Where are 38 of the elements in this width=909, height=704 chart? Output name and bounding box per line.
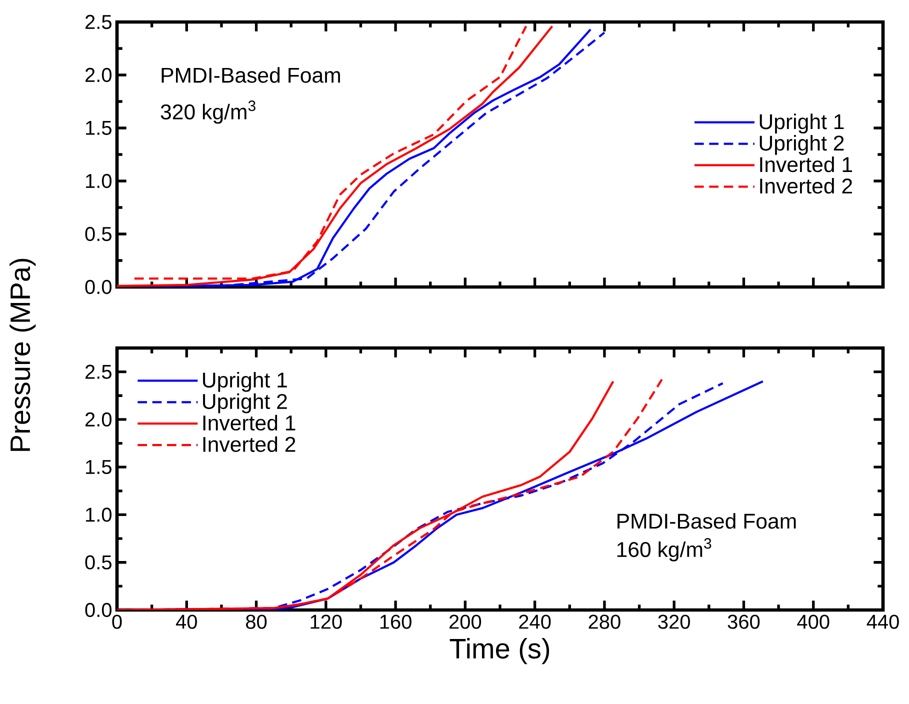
legend-label: Upright 1: [203, 372, 287, 392]
legend-label: Inverted 1: [203, 414, 296, 431]
y-axis-title: Pressure (MPa): [10, 258, 36, 451]
legend-label: Upright 2: [760, 135, 844, 155]
y-tick-label: 2.0: [85, 68, 112, 82]
y-tick-label: 1.0: [86, 508, 112, 522]
annotation: 160 kg/m$^{3}$: [617, 538, 712, 562]
legend-label: Inverted 2: [760, 178, 852, 194]
y-tick-label: 2.5: [85, 364, 112, 379]
x-tick-label: 80: [246, 614, 267, 629]
y-tick-label: 0.5: [85, 555, 112, 570]
x-tick-label: 440: [866, 614, 899, 629]
annotation: PMDI-Based Foam: [618, 513, 796, 529]
annotation: 320 kg/m$^{3}$: [160, 100, 256, 124]
x-axis-title: Time (s): [450, 638, 550, 664]
y-tick-label: 0.5: [85, 226, 112, 242]
x-tick-label: 160: [380, 614, 412, 629]
x-tick-label: 200: [450, 614, 482, 629]
y-tick-label: 2.0: [85, 412, 112, 427]
x-tick-label: 0: [112, 614, 122, 629]
x-tick-label: 400: [797, 614, 830, 629]
y-tick-label: 1.0: [86, 174, 112, 188]
x-tick-label: 40: [176, 614, 197, 629]
y-tick-label: 0.0: [85, 602, 112, 618]
x-tick-label: 280: [588, 614, 620, 629]
x-tick-label: 120: [310, 614, 342, 629]
x-tick-label: 360: [728, 614, 760, 629]
x-tick-label: 240: [519, 614, 551, 629]
legend-label: Upright 1: [760, 114, 844, 134]
legend-label: Inverted 2: [203, 436, 296, 452]
y-tick-label: 0.0: [85, 280, 112, 294]
y-tick-label: 1.5: [86, 460, 112, 474]
annotation: PMDI-Based Foam: [162, 67, 340, 83]
y-tick-label: 2.5: [85, 14, 112, 30]
legend-label: Inverted 1: [760, 156, 852, 172]
legend-label: Upright 2: [203, 393, 287, 414]
x-tick-label: 320: [658, 614, 690, 629]
y-tick-label: 1.5: [86, 121, 112, 135]
